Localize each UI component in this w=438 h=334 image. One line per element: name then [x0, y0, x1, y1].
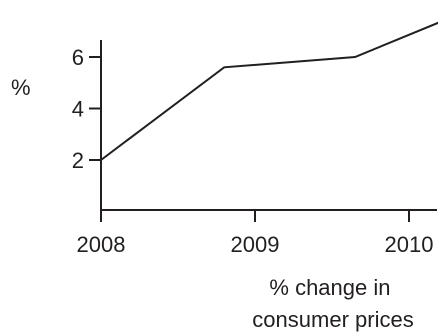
chart-series [100, 21, 438, 161]
x-axis-label: % change in consumer prices [252, 275, 413, 332]
y-tick-label-2: 2 [72, 148, 84, 173]
chart-axes [100, 40, 437, 211]
x-axis-label-line-2: consumer prices [252, 307, 413, 332]
y-tick-label-6: 6 [72, 45, 84, 70]
x-tick-label-2009: 2009 [231, 232, 280, 257]
x-tick-label-2010: 2010 [385, 232, 434, 257]
series-line-0 [100, 21, 438, 161]
chart-ticks: 2 4 6 2008 2009 2010 [72, 45, 434, 257]
x-axis-label-line-1: % change in [269, 275, 390, 300]
y-tick-label-4: 4 [72, 97, 84, 122]
y-axis-label: % [11, 75, 31, 100]
x-tick-label-2008: 2008 [77, 232, 126, 257]
